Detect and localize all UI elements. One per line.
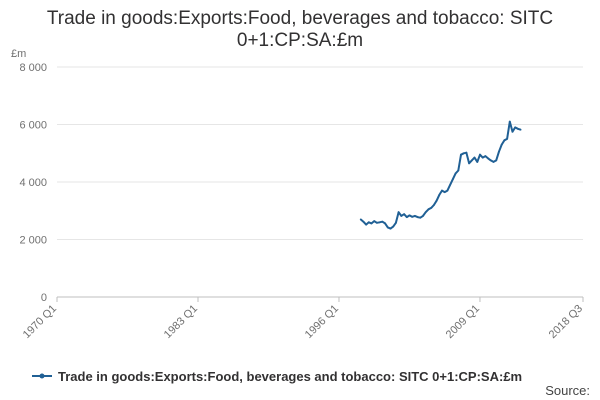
data-point bbox=[435, 199, 438, 202]
legend: Trade in goods:Exports:Food, beverages a… bbox=[32, 368, 522, 384]
data-point bbox=[511, 130, 514, 133]
data-point bbox=[389, 227, 392, 230]
chart-title-line-2: 0+1:CP:SA:£m bbox=[236, 30, 364, 51]
data-point bbox=[506, 138, 508, 140]
data-point bbox=[370, 222, 373, 225]
data-point bbox=[362, 220, 365, 223]
data-point bbox=[403, 213, 405, 216]
data-point bbox=[373, 220, 376, 223]
data-point bbox=[449, 184, 451, 186]
data-point bbox=[470, 159, 473, 162]
data-point bbox=[422, 215, 424, 217]
data-point bbox=[457, 169, 460, 172]
data-point bbox=[460, 153, 462, 156]
legend-label: Trade in goods:Exports:Food, beverages a… bbox=[58, 368, 523, 384]
data-point bbox=[359, 218, 362, 221]
y-tick-label: 0 bbox=[41, 292, 47, 304]
data-point bbox=[411, 215, 414, 218]
gridlines bbox=[57, 66, 583, 240]
data-point bbox=[473, 156, 476, 159]
data-point bbox=[419, 216, 422, 219]
data-point bbox=[519, 128, 522, 131]
data-point bbox=[400, 215, 403, 217]
data-point bbox=[517, 127, 519, 130]
data-point bbox=[484, 155, 487, 158]
data-point bbox=[495, 159, 498, 162]
data-point bbox=[365, 223, 367, 226]
data-point bbox=[414, 215, 416, 217]
data-point bbox=[386, 226, 389, 229]
data-point bbox=[498, 150, 500, 153]
data-point bbox=[465, 151, 468, 154]
x-tick-label: 1970 Q1 bbox=[21, 303, 59, 341]
source-label: Source: bbox=[545, 383, 590, 398]
data-point bbox=[514, 126, 517, 129]
data-point bbox=[376, 221, 378, 224]
data-point bbox=[392, 225, 395, 228]
data-point bbox=[446, 189, 449, 192]
data-point bbox=[487, 157, 489, 160]
data-point bbox=[452, 178, 454, 181]
data-point bbox=[397, 211, 400, 214]
data-point bbox=[395, 221, 397, 224]
data-point bbox=[378, 221, 381, 224]
data-point bbox=[441, 189, 443, 192]
y-tick-label: 6 000 bbox=[19, 120, 47, 132]
data-point bbox=[479, 153, 481, 156]
data-point bbox=[454, 172, 457, 175]
data-point bbox=[384, 222, 386, 225]
y-tick-label: 8 000 bbox=[19, 62, 47, 74]
data-point bbox=[503, 139, 506, 142]
x-tick-label: 2009 Q1 bbox=[444, 303, 482, 341]
data-point bbox=[405, 216, 408, 219]
data-point bbox=[508, 120, 511, 123]
y-tick-label: 2 000 bbox=[19, 235, 47, 247]
data-point bbox=[462, 152, 465, 155]
data-point bbox=[481, 156, 484, 159]
data-point bbox=[443, 191, 446, 194]
chart-title-line-1: Trade in goods:Exports:Food, beverages a… bbox=[46, 8, 554, 29]
data-point bbox=[424, 211, 427, 214]
data-point bbox=[433, 204, 435, 206]
y-axis-unit-label: £m bbox=[11, 48, 27, 60]
x-tick-label: 1996 Q1 bbox=[303, 303, 341, 341]
data-point bbox=[381, 220, 384, 223]
data-point bbox=[427, 208, 430, 211]
y-tick-label: 4 000 bbox=[19, 177, 47, 189]
data-point bbox=[500, 143, 503, 146]
x-tick-label: 2018 Q3 bbox=[547, 303, 585, 341]
axes: 0 2 000 4 000 6 000 8 000 1970 Q1 1983 Q1 1996 … bbox=[19, 62, 585, 341]
data-point bbox=[416, 216, 419, 219]
data-point bbox=[408, 214, 411, 217]
x-tick-label: 1983 Q1 bbox=[162, 303, 200, 341]
data-point bbox=[492, 161, 495, 163]
data-point bbox=[476, 161, 479, 163]
data-point bbox=[438, 194, 441, 196]
series-layer bbox=[359, 120, 522, 230]
legend-swatch bbox=[32, 373, 52, 379]
data-point bbox=[367, 221, 370, 224]
data-point bbox=[489, 159, 492, 162]
data-point bbox=[468, 162, 470, 165]
series-line bbox=[360, 120, 521, 230]
data-point bbox=[430, 207, 433, 209]
